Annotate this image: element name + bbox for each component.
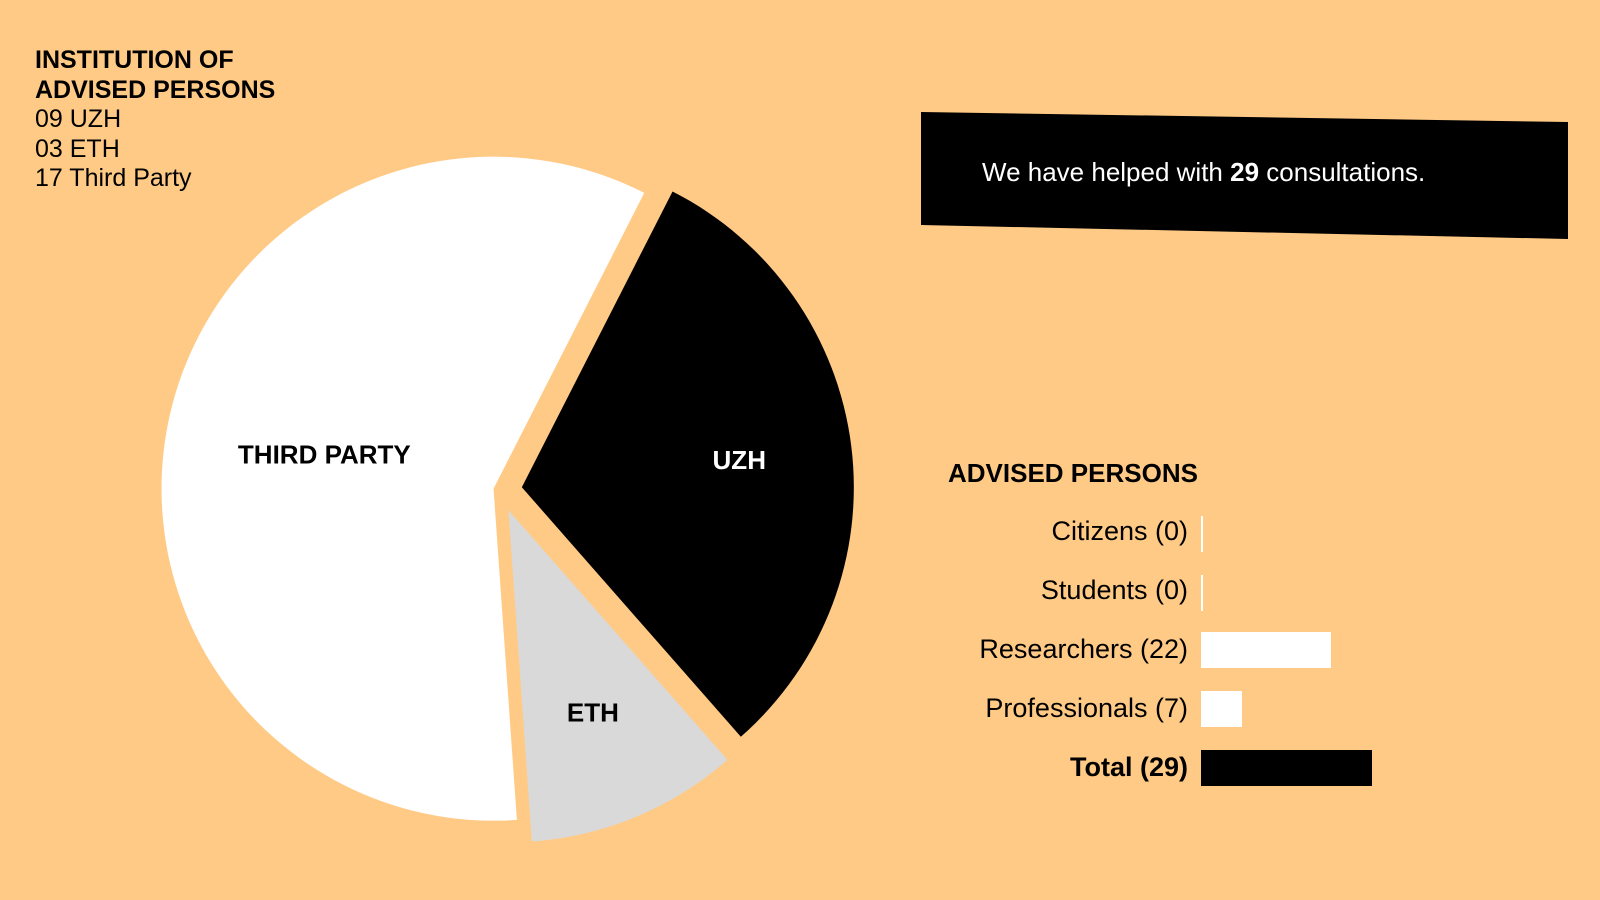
bar-label: Researchers (22) [979, 634, 1188, 664]
banner-text: We have helped with 29 consultations. [982, 157, 1425, 188]
pie-label-third-party: THIRD PARTY [238, 439, 411, 469]
bar-row: Total (29) [940, 742, 1540, 801]
legend-title-line2: ADVISED PERSONS [35, 75, 276, 104]
bar-label: Students (0) [1040, 575, 1188, 605]
advised-persons-bar-chart: Citizens (0) Students (0) Researchers (22)… [940, 506, 1540, 801]
bar-zero-marker [1201, 575, 1203, 611]
bar-label: Total (29) [1069, 752, 1188, 782]
bar-row: Researchers (22) [940, 624, 1540, 683]
advised-persons-title: ADVISED PERSONS [948, 458, 1198, 488]
bar [1201, 750, 1372, 786]
institution-pie-chart: UZH ETH THIRD PARTY [161, 156, 854, 842]
bar-row: Students (0) [940, 565, 1540, 624]
banner-suffix: consultations. [1259, 157, 1426, 187]
bar-label: Citizens (0) [1051, 516, 1188, 546]
bar-row: Citizens (0) [940, 506, 1540, 565]
bar-row: Professionals (7) [940, 683, 1540, 742]
legend-title-line1: INSTITUTION OF [35, 46, 234, 74]
banner-prefix: We have helped with [982, 157, 1231, 187]
pie-slice-eth [508, 510, 728, 842]
pie-label-uzh: UZH [713, 445, 766, 475]
pie-slice-uzh [521, 191, 854, 737]
pie-slice-third-party [161, 156, 645, 821]
bar [1201, 632, 1331, 668]
institution-legend: INSTITUTION OF ADVISED PERSONS 09 UZH 03… [35, 46, 275, 194]
legend-item: 09 UZH [35, 105, 122, 133]
legend-item: 03 ETH [35, 134, 120, 163]
banner-background [921, 112, 1568, 239]
consultations-banner: We have helped with 29 consultations. [921, 112, 1568, 239]
legend-item: 17 Third Party [35, 164, 192, 192]
bar-zero-marker [1201, 516, 1203, 552]
bar-label: Professionals (7) [985, 693, 1188, 723]
consultation-count: 29 [1230, 157, 1260, 187]
bar [1201, 691, 1242, 727]
pie-label-eth: ETH [567, 698, 619, 728]
